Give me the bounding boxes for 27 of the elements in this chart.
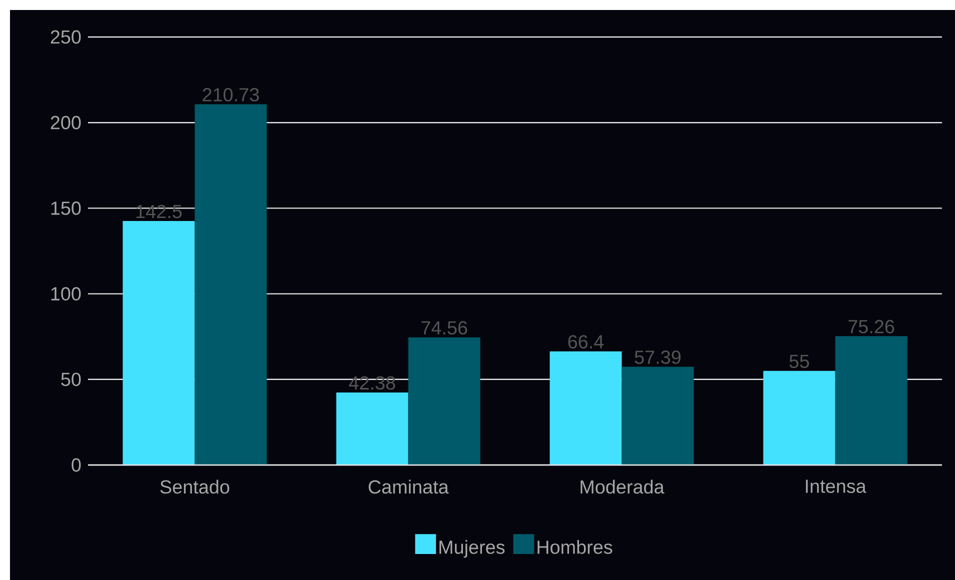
bar bbox=[622, 366, 694, 465]
bar bbox=[835, 336, 908, 465]
y-tick-label: 250 bbox=[50, 30, 81, 44]
data-label: 55 bbox=[789, 354, 809, 368]
x-tick-label: Intensa bbox=[806, 480, 866, 493]
y-tick-label: 150 bbox=[51, 201, 81, 215]
x-tick-label: Sentado bbox=[160, 480, 230, 494]
data-label: 210.73 bbox=[202, 88, 259, 102]
legend-label: Hombres bbox=[538, 540, 612, 554]
bar bbox=[122, 221, 195, 465]
y-tick-label: 50 bbox=[61, 372, 81, 386]
bar bbox=[336, 392, 408, 465]
data-label: 66.4 bbox=[568, 335, 604, 349]
data-label: 57.39 bbox=[634, 350, 681, 364]
legend-label: Mujeres bbox=[440, 540, 505, 558]
data-label: 75.26 bbox=[848, 320, 894, 334]
x-tick-label: Moderada bbox=[580, 480, 664, 494]
y-tick-label: 100 bbox=[51, 287, 81, 301]
bar bbox=[194, 104, 267, 465]
bar bbox=[763, 370, 836, 465]
y-tick-label: 0 bbox=[72, 458, 81, 472]
bar bbox=[408, 337, 480, 465]
x-tick-label: Caminata bbox=[368, 480, 449, 494]
data-label: 74.56 bbox=[422, 321, 468, 335]
data-label: 42.38 bbox=[349, 376, 396, 390]
bar bbox=[550, 351, 622, 465]
y-tick-label: 200 bbox=[50, 116, 81, 130]
